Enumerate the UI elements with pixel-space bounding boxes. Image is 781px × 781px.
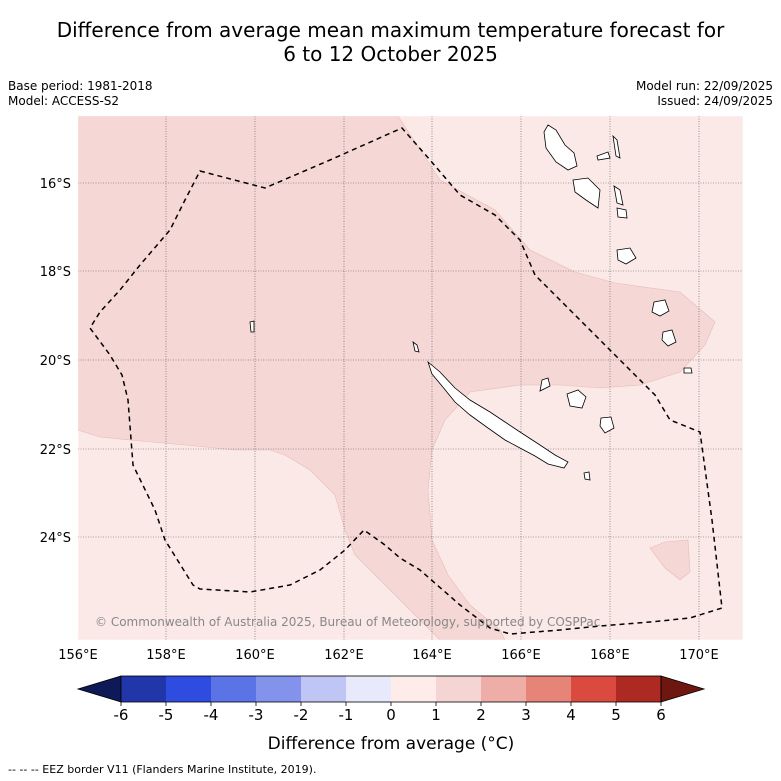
colorbar-tick-label: -3 xyxy=(249,706,264,724)
pentecost-island xyxy=(613,185,624,206)
issued-date: Issued: 24/09/2025 xyxy=(657,94,773,108)
anomaly-region-1-to-2 xyxy=(78,116,716,640)
maewo-island xyxy=(612,134,621,159)
colorbar xyxy=(76,675,706,703)
longitude-label: 166°E xyxy=(501,648,541,663)
longitude-label: 160°E xyxy=(235,648,275,663)
latitude-label: 22°S xyxy=(40,443,71,458)
colorbar-tick-label: 1 xyxy=(431,706,441,724)
lifou-island xyxy=(566,389,587,409)
anomaly-patch-east xyxy=(649,539,691,581)
colorbar-tick-label: -4 xyxy=(204,706,219,724)
matthew-island xyxy=(683,367,693,374)
espiritu-santo-island xyxy=(543,124,578,171)
grande-terre-north-islet xyxy=(412,341,420,353)
latitude-label: 18°S xyxy=(40,265,71,280)
colorbar-swatch xyxy=(256,676,301,702)
longitude-labels: 156°E 158°E 160°E 162°E 164°E 166°E 168°E 170°E xyxy=(58,648,719,663)
graticule xyxy=(78,116,743,640)
ouvea-island xyxy=(539,377,551,392)
new-caledonia-island xyxy=(427,360,569,469)
small-islet-west xyxy=(249,320,255,333)
colorbar-tick-label: 5 xyxy=(611,706,621,724)
colorbar-swatch xyxy=(346,676,391,702)
colorbar-tick-label: 4 xyxy=(566,706,576,724)
colorbar-swatch xyxy=(121,676,166,702)
longitude-label: 156°E xyxy=(58,648,98,663)
colorbar-swatch xyxy=(211,676,256,702)
longitude-label: 164°E xyxy=(412,648,452,663)
malekula-island xyxy=(572,177,601,209)
erromango-island xyxy=(616,247,637,265)
colorbar-swatch xyxy=(166,676,211,702)
chart-title: Difference from average mean maximum tem… xyxy=(0,18,781,66)
isle-of-pines xyxy=(583,471,591,481)
colorbar-tick-label: 0 xyxy=(386,706,396,724)
colorbar-tick-label: -5 xyxy=(159,706,174,724)
aneityum-island xyxy=(661,329,677,347)
colorbar-extend-low xyxy=(76,675,122,703)
colorbar-swatch xyxy=(526,676,571,702)
model-name: Model: ACCESS-S2 xyxy=(8,94,120,108)
colorbar-tick-label: -1 xyxy=(339,706,354,724)
tanna-island xyxy=(651,299,670,317)
eez-legend-note: -- -- -- EEZ border V11 (Flanders Marine… xyxy=(8,763,317,776)
meta-right: Model run: 22/09/2025 Issued: 24/09/2025 xyxy=(636,79,773,109)
islands xyxy=(249,124,693,481)
colorbar-tick-label: -2 xyxy=(294,706,309,724)
map-frame xyxy=(77,115,744,641)
colorbar-swatch xyxy=(616,676,661,702)
ambae-island xyxy=(596,151,611,161)
colorbar-swatch xyxy=(391,676,436,702)
efate-island xyxy=(616,207,628,219)
latitude-labels: 16°S 18°S 20°S 22°S 24°S xyxy=(40,177,71,546)
eez-border-line xyxy=(89,127,723,635)
latitude-label: 24°S xyxy=(40,531,71,546)
colorbar-label: Difference from average (°C) xyxy=(268,734,515,754)
longitude-label: 170°E xyxy=(679,648,719,663)
colorbar-swatch xyxy=(301,676,346,702)
meta-left: Base period: 1981-2018 Model: ACCESS-S2 xyxy=(8,79,153,109)
longitude-label: 162°E xyxy=(324,648,364,663)
latitude-label: 16°S xyxy=(40,177,71,192)
colorbar-tick-label: 3 xyxy=(521,706,531,724)
colorbar-tick-label: 6 xyxy=(656,706,666,724)
title-line-2: 6 to 12 October 2025 xyxy=(283,42,498,66)
colorbar-tick-labels: -6 -5 -4 -3 -2 -1 0 1 2 3 4 5 6 xyxy=(114,702,666,724)
title-line-1: Difference from average mean maximum tem… xyxy=(56,18,725,42)
colorbar-swatch xyxy=(436,676,481,702)
longitude-label: 158°E xyxy=(146,648,186,663)
longitude-label: 168°E xyxy=(590,648,630,663)
colorbar-tick-label: -6 xyxy=(114,706,129,724)
model-run: Model run: 22/09/2025 xyxy=(635,79,773,93)
latitude-label: 20°S xyxy=(40,354,71,369)
colorbar-swatch xyxy=(571,676,616,702)
colorbar-swatch xyxy=(481,676,526,702)
mare-island xyxy=(599,416,615,434)
base-period: Base period: 1981-2018 xyxy=(8,79,153,93)
colorbar-tick-label: 2 xyxy=(476,706,486,724)
copyright-notice: © Commonwealth of Australia 2025, Bureau… xyxy=(95,615,600,629)
colorbar-extend-high xyxy=(660,675,706,703)
